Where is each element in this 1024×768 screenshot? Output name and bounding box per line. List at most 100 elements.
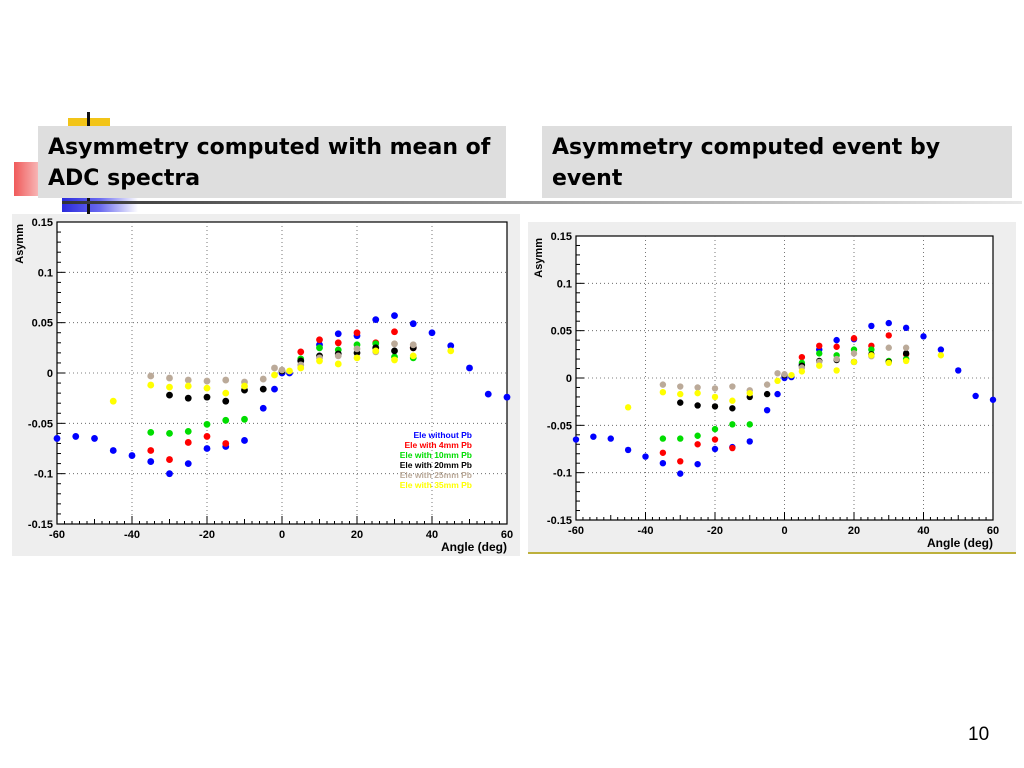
y-tick-label: 0.05 <box>32 318 53 330</box>
y-tick-label: -0.1 <box>553 468 572 480</box>
data-point <box>590 433 597 440</box>
y-tick-label: 0.1 <box>557 278 572 290</box>
data-point <box>885 319 892 327</box>
left-chart-panel: -60 -40 -20 0 20 40 60 0.15 0.1 0.05 0 -0.05 -0.1 -0.… <box>12 214 520 556</box>
data-point <box>729 383 736 390</box>
x-tick-label: -20 <box>707 525 723 537</box>
data-point <box>729 397 736 404</box>
data-point <box>203 433 211 440</box>
decor-horizontal-rule <box>62 201 1022 204</box>
data-point <box>428 329 436 337</box>
data-point <box>203 445 211 452</box>
right-chart-panel: -60 -40 -20 0 20 40 60 0.15 0.1 0.05 0 -0.05 -0.1 -0.… <box>528 222 1016 552</box>
data-point <box>972 392 979 400</box>
data-point <box>816 342 823 350</box>
data-point <box>297 348 305 356</box>
data-point <box>711 393 719 401</box>
data-point <box>166 430 173 437</box>
data-point <box>147 381 155 389</box>
left-heading: Asymmetry computed with mean of ADC spec… <box>48 135 491 191</box>
y-tick-label: -0.05 <box>28 418 53 430</box>
data-point <box>271 364 278 372</box>
data-point <box>184 394 192 402</box>
data-point <box>694 441 701 448</box>
data-point <box>677 399 684 406</box>
data-point <box>184 460 192 467</box>
data-point <box>109 397 117 405</box>
data-point <box>166 470 173 478</box>
data-point <box>711 445 719 453</box>
data-point <box>868 322 875 330</box>
right-chart-underline <box>528 552 1016 554</box>
data-point <box>222 376 230 384</box>
x-tick-label: 60 <box>987 525 999 537</box>
data-point <box>166 383 173 391</box>
data-point <box>694 384 701 391</box>
data-point <box>694 402 701 409</box>
data-point <box>763 406 771 414</box>
data-point <box>659 381 667 388</box>
data-point <box>147 447 155 454</box>
x-tick-label: 60 <box>501 529 513 541</box>
legend-entry: Ele without Pb <box>413 430 472 440</box>
data-point <box>316 357 323 365</box>
data-point <box>447 347 455 355</box>
data-point <box>241 382 248 390</box>
data-point <box>259 385 267 393</box>
data-point <box>334 339 342 347</box>
data-point <box>885 332 892 339</box>
data-point <box>184 376 192 384</box>
data-point <box>109 447 117 454</box>
data-point <box>203 420 211 428</box>
data-point <box>222 440 230 447</box>
x-tick-label: 0 <box>279 529 285 541</box>
x-tick-label: 40 <box>917 525 929 537</box>
x-tick-label: 20 <box>848 525 860 537</box>
data-point <box>391 347 398 355</box>
data-point <box>746 389 753 397</box>
y-tick-label: 0.05 <box>551 326 572 338</box>
data-point <box>316 344 323 352</box>
data-point <box>334 330 342 338</box>
data-point <box>147 428 155 436</box>
y-axis-label: Asymm <box>533 238 545 278</box>
data-point <box>816 362 823 369</box>
data-point <box>850 350 858 357</box>
data-point <box>659 389 667 396</box>
data-point <box>147 458 155 465</box>
legend-entry: Ele with 10mm Pb <box>400 450 472 460</box>
data-point <box>286 367 293 375</box>
data-point <box>316 336 323 344</box>
data-point <box>711 425 719 433</box>
data-point <box>353 354 361 362</box>
data-point <box>833 355 840 363</box>
data-point <box>259 404 267 412</box>
data-point <box>391 340 398 348</box>
data-point <box>746 438 753 445</box>
right-heading-box: Asymmetry computed event by event <box>542 126 1012 198</box>
data-point <box>241 437 248 444</box>
data-point <box>902 324 910 332</box>
y-tick-label: 0 <box>47 368 53 380</box>
data-point <box>184 382 192 390</box>
x-axis-label: Angle (deg) <box>927 536 993 550</box>
data-point <box>920 333 927 340</box>
y-tick-label: 0.15 <box>551 231 572 243</box>
data-point <box>850 358 858 366</box>
left-chart: -60 -40 -20 0 20 40 60 0.15 0.1 0.05 0 -0.05 -0.1 -0.… <box>14 217 513 554</box>
data-point <box>353 329 361 337</box>
data-point <box>850 335 858 342</box>
data-point <box>278 366 286 374</box>
data-point <box>989 396 997 403</box>
data-point <box>902 357 910 365</box>
right-heading: Asymmetry computed event by event <box>552 135 941 191</box>
data-point <box>128 452 136 459</box>
x-tick-label: 0 <box>781 525 787 537</box>
x-tick-label: -60 <box>568 525 584 537</box>
data-point <box>91 435 98 442</box>
data-point <box>409 320 417 328</box>
x-tick-label: 20 <box>351 529 363 541</box>
data-point <box>147 372 155 380</box>
data-point <box>729 421 736 428</box>
data-point <box>372 316 380 324</box>
